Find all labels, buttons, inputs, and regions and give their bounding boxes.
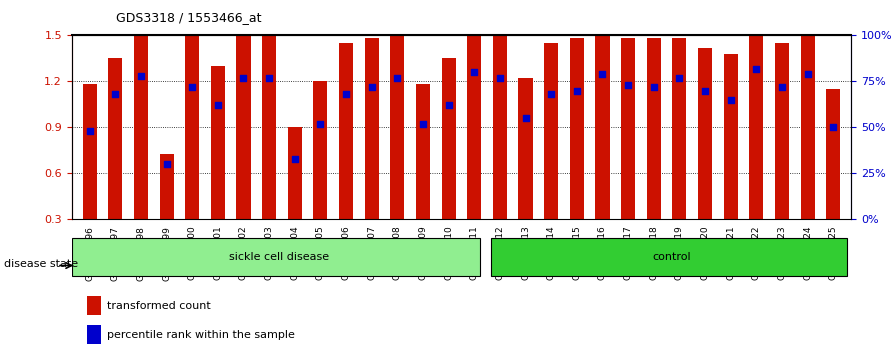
Point (416, 121, 430, 127)
Bar (749, 5, 763, 219)
Bar (339, 43, 353, 219)
Point (442, 103, 456, 108)
Bar (467, 28, 481, 219)
Point (288, 156, 302, 161)
Bar (237, 28, 251, 219)
Point (672, 75, 686, 81)
Bar (391, 28, 404, 219)
Point (621, 82, 635, 88)
Bar (544, 43, 558, 219)
Point (826, 125, 840, 130)
Bar (621, 39, 635, 219)
Point (647, 84, 661, 90)
Bar (570, 39, 584, 219)
FancyBboxPatch shape (491, 238, 848, 276)
Bar (185, 35, 199, 219)
Bar (314, 81, 327, 219)
Bar (698, 48, 712, 219)
Point (749, 66, 763, 72)
Bar (416, 85, 430, 219)
Point (775, 84, 789, 90)
Text: transformed count: transformed count (107, 301, 211, 311)
Point (544, 91, 558, 97)
Bar (442, 58, 456, 219)
Bar (211, 66, 225, 219)
Point (314, 121, 328, 127)
Bar (288, 127, 302, 219)
Bar (87, 296, 101, 315)
Point (595, 71, 609, 77)
Point (519, 115, 533, 121)
Point (185, 84, 200, 90)
Bar (365, 39, 379, 219)
Point (134, 73, 148, 79)
Bar (672, 39, 686, 219)
Text: percentile rank within the sample: percentile rank within the sample (107, 330, 295, 339)
Point (159, 161, 174, 167)
Bar (493, 28, 507, 219)
Bar (724, 54, 737, 219)
Point (237, 75, 251, 81)
FancyBboxPatch shape (72, 238, 479, 276)
Bar (262, 28, 276, 219)
Bar (775, 43, 789, 219)
Point (800, 71, 814, 77)
Point (262, 75, 276, 81)
Bar (800, 32, 814, 219)
Text: disease state: disease state (4, 259, 79, 269)
Point (493, 75, 507, 81)
Point (211, 103, 225, 108)
Bar (159, 154, 174, 219)
Point (570, 88, 584, 93)
Text: GDS3318 / 1553466_at: GDS3318 / 1553466_at (116, 11, 262, 24)
Point (365, 84, 379, 90)
Bar (519, 78, 532, 219)
Bar (87, 325, 101, 344)
Bar (108, 58, 123, 219)
Bar (82, 85, 97, 219)
Bar (134, 28, 148, 219)
Text: sickle cell disease: sickle cell disease (229, 252, 330, 262)
Point (467, 69, 481, 75)
Bar (647, 39, 661, 219)
Bar (596, 32, 609, 219)
Point (390, 75, 404, 81)
Point (82, 128, 97, 134)
Point (108, 91, 123, 97)
Text: control: control (652, 252, 691, 262)
Point (698, 88, 712, 93)
Bar (826, 89, 840, 219)
Point (723, 97, 737, 103)
Point (339, 91, 353, 97)
